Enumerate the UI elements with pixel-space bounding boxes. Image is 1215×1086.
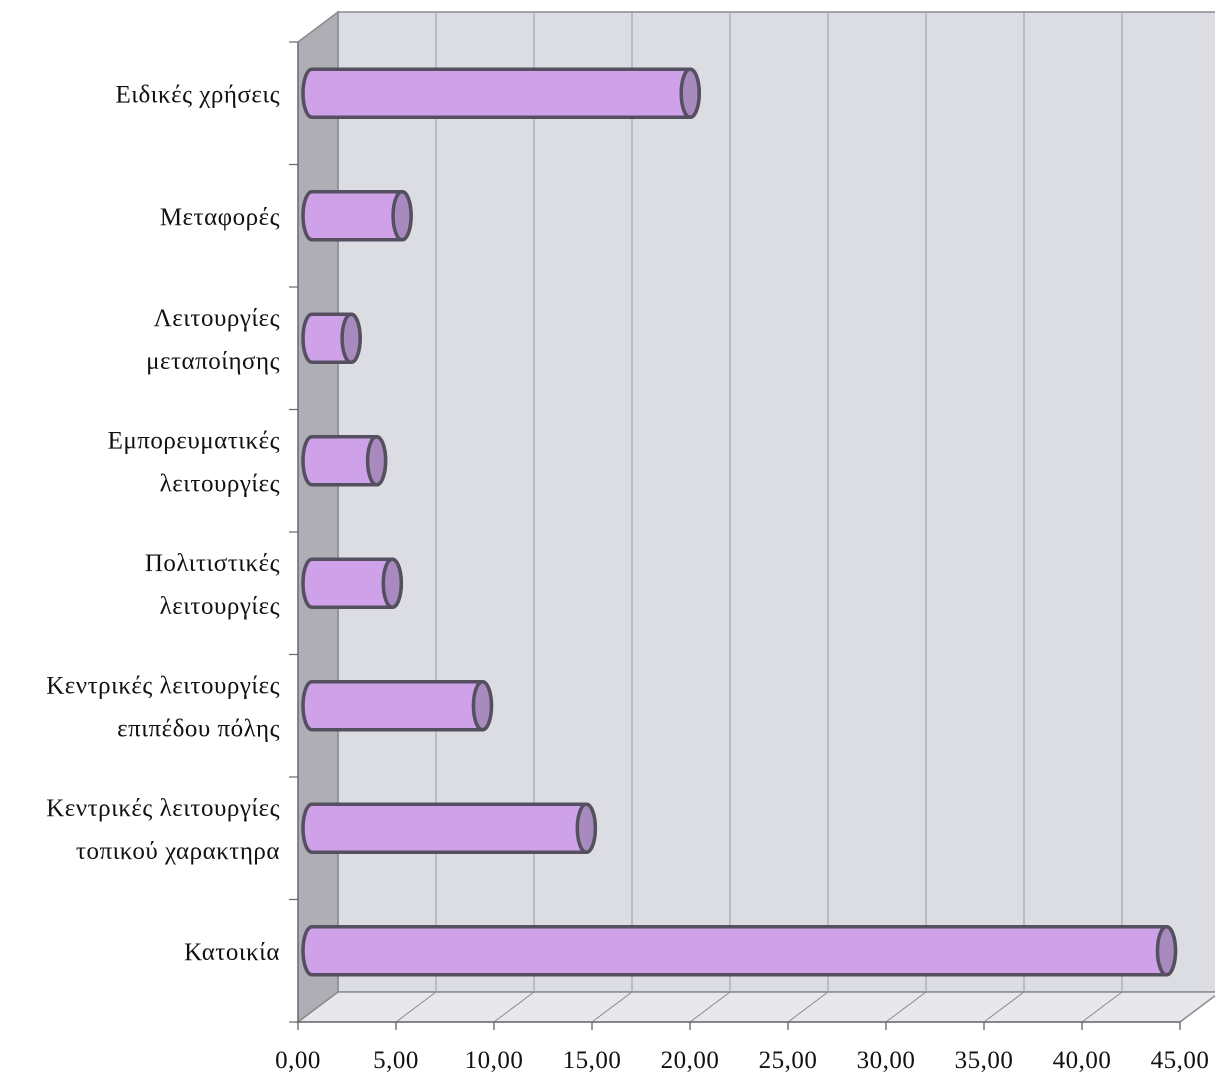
bar — [301, 67, 701, 119]
bar-body — [301, 67, 701, 119]
category-labels: Ειδικές χρήσεις Μεταφορές Λειτουργίες μεταπ… — [46, 81, 281, 966]
bar — [301, 312, 362, 364]
floor-gridline — [983, 991, 1025, 1023]
bar-cap — [575, 802, 598, 854]
bar — [301, 557, 404, 609]
category-label-line: Εμπορευματικές — [108, 427, 280, 454]
bar-cap — [381, 557, 404, 609]
side-wall — [297, 10, 339, 1024]
category-label-line: Πολιτιστικές — [145, 550, 280, 577]
category-label-line: επιπέδου πόλης — [117, 715, 280, 742]
floor-gridline — [1179, 995, 1215, 1023]
x-tick-label: 20,00 — [661, 1047, 720, 1074]
bar-cap — [471, 680, 494, 732]
bar-cap — [340, 312, 362, 364]
floor-gridline — [885, 991, 927, 1023]
bar — [301, 925, 1178, 977]
category-label: Μεταφορές — [160, 204, 280, 231]
floor — [295, 991, 1215, 1023]
category-label-line: Κεντρικές λειτουργίες — [46, 795, 280, 822]
x-tick-label: 45,00 — [1151, 1047, 1210, 1074]
category-label: Λειτουργίες μεταποίησης — [146, 305, 280, 375]
bar-body — [301, 680, 494, 732]
category-label: Κεντρικές λειτουργίες τοπικού χαρακτηρα — [46, 795, 280, 865]
bar-cap — [391, 190, 413, 242]
floor-gridline — [1081, 991, 1123, 1023]
category-label-line: Κεντρικές λειτουργίες — [46, 672, 280, 699]
category-label-line: μεταποίησης — [146, 348, 280, 375]
category-label-line: Λειτουργίες — [154, 305, 280, 332]
floor-gridline — [297, 991, 339, 1023]
x-tick-label: 25,00 — [759, 1047, 818, 1074]
category-label-line: Κατοικία — [184, 939, 280, 966]
x-tick-label: 0,00 — [275, 1047, 321, 1074]
category-label: Εμπορευματικές λειτουργίες — [108, 427, 280, 497]
category-label-line: λειτουργίες — [160, 593, 280, 620]
x-tick-label: 5,00 — [373, 1047, 419, 1074]
plot-area — [295, 10, 1215, 1024]
x-tick-label: 40,00 — [1053, 1047, 1112, 1074]
category-label: Κεντρικές λειτουργίες επιπέδου πόλης — [46, 672, 280, 742]
bars — [301, 67, 1178, 977]
floor-gridline — [787, 991, 829, 1023]
category-label: Κατοικία — [184, 939, 280, 966]
bar — [301, 680, 494, 732]
x-tick-labels: 0,00 5,00 10,00 15,00 20,00 25,00 30,00 35,00 40… — [275, 1047, 1209, 1074]
bar-cap — [365, 435, 388, 487]
bar — [301, 190, 413, 242]
bar — [301, 802, 598, 854]
bar-body — [301, 925, 1178, 977]
bar — [301, 435, 388, 487]
category-label: Ειδικές χρήσεις — [116, 81, 281, 108]
x-tick-label: 10,00 — [465, 1047, 524, 1074]
x-tick-label: 15,00 — [563, 1047, 622, 1074]
x-tick-label: 35,00 — [955, 1047, 1014, 1074]
floor-gridline — [493, 991, 535, 1023]
floor-gridline — [689, 991, 731, 1023]
category-label: Πολιτιστικές λειτουργίες — [145, 550, 280, 620]
category-label-line: τοπικού χαρακτηρα — [76, 838, 280, 865]
x-tick-label: 30,00 — [857, 1047, 916, 1074]
category-label-line: λειτουργίες — [160, 470, 280, 497]
floor-gridline — [591, 991, 633, 1023]
bar-cap — [679, 67, 701, 119]
bar-body — [301, 802, 598, 854]
category-label-line: Ειδικές χρήσεις — [116, 81, 281, 108]
floor-gridline — [395, 991, 437, 1023]
category-label-line: Μεταφορές — [160, 204, 280, 231]
bar-cap — [1155, 925, 1178, 977]
